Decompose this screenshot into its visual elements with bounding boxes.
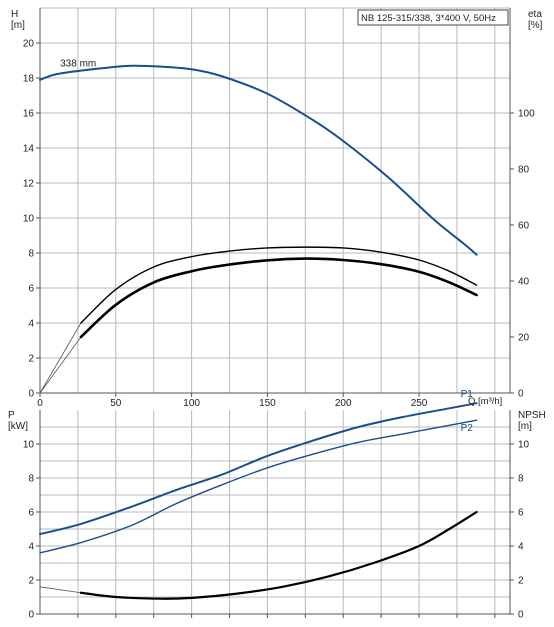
bottom-series-curve-3	[79, 510, 478, 600]
top-series-338-mm	[39, 64, 478, 256]
y-right-tick-label: 0	[518, 389, 524, 400]
y-left-tick-label: 14	[23, 144, 35, 155]
top-axes	[39, 8, 511, 394]
y-left-tick-label: 20	[23, 39, 35, 50]
y-right-tick-label: 20	[518, 333, 530, 344]
chart-title: NB 125-315/338, 3*400 V, 50Hz	[361, 13, 496, 24]
bottom-y-left-tick-label: 10	[23, 440, 35, 451]
top-series	[39, 64, 478, 394]
y-left-tick-label: 6	[28, 284, 34, 295]
x-tick-label: 200	[335, 398, 352, 409]
top-series-curve-1	[39, 336, 82, 394]
top-grid	[40, 7, 510, 393]
power-curve-label: P1	[461, 389, 474, 400]
y-right-tick-label: 60	[518, 221, 530, 232]
top-series-curve-4	[79, 257, 478, 339]
y-left-tick-label: 2	[28, 354, 34, 365]
bottom-y-left-tick-label: 8	[28, 474, 34, 485]
bottom-right-axis-label: NPSH [m]	[518, 410, 546, 432]
top-series-curve-2	[39, 322, 82, 394]
head-curve-label: 338 mm	[60, 59, 96, 70]
y-left-tick-label: 4	[28, 319, 34, 330]
bottom-left-axis-label: P [kW]	[8, 410, 28, 432]
top-series-curve-3	[80, 246, 478, 324]
bottom-ticks: 0 2 4 6 8 10 0 2 4 6 8 10	[23, 440, 530, 621]
y-right-tick-label: 100	[518, 109, 535, 120]
bottom-series-p2	[39, 419, 478, 554]
y-left-tick-label: 8	[28, 249, 34, 260]
y-left-tick-label: 18	[23, 74, 35, 85]
y-left-tick-label: 0	[28, 389, 34, 400]
y-right-tick-label: 40	[518, 277, 530, 288]
title-box	[357, 9, 509, 26]
x-tick-label: 150	[259, 398, 276, 409]
bottom-y-right-tick-label: 2	[518, 576, 524, 587]
bottom-y-right-tick-label: 0	[518, 610, 524, 621]
top-left-axis-label: H [m]	[11, 9, 25, 31]
curve-labels: 338 mm P1 P2	[60, 59, 473, 435]
x-tick-label: 50	[110, 398, 122, 409]
y-left-tick-label: 16	[23, 109, 35, 120]
bottom-series-p1	[39, 402, 478, 536]
bottom-grid	[40, 410, 510, 614]
bottom-y-left-tick-label: 4	[28, 542, 34, 553]
x-tick-label: 100	[183, 398, 200, 409]
x-axis-label: Q [m³/h]	[468, 396, 502, 407]
bottom-y-right-tick-label: 6	[518, 508, 524, 519]
top-right-axis-label: eta [%]	[528, 9, 543, 31]
x-tick-label: 0	[37, 398, 43, 409]
bottom-y-left-tick-label: 2	[28, 576, 34, 587]
bottom-series-curve-2	[39, 586, 82, 594]
bottom-y-left-tick-label: 0	[28, 610, 34, 621]
x-tick-label: 250	[411, 398, 428, 409]
y-right-tick-label: 80	[518, 165, 530, 176]
bottom-y-right-tick-label: 8	[518, 474, 524, 485]
bottom-series	[39, 402, 478, 600]
y-left-tick-label: 12	[23, 179, 35, 190]
bottom-y-right-tick-label: 4	[518, 542, 524, 553]
bottom-y-right-tick-label: 10	[518, 440, 530, 451]
top-ticks: 0 50 100 150 200 2500246810121416182002040608…	[23, 39, 535, 410]
bottom-y-left-tick-label: 6	[28, 508, 34, 519]
power-curve-label: P2	[461, 423, 474, 434]
y-left-tick-label: 10	[23, 214, 35, 225]
